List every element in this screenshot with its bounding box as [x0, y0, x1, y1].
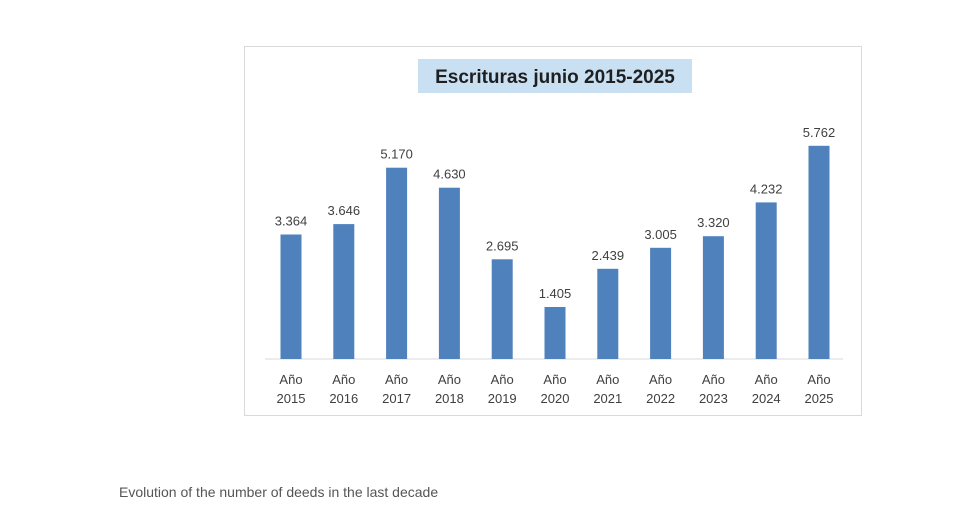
- x-tick-label-2023-line1: Año: [702, 372, 725, 387]
- data-label-2024: 4.232: [750, 181, 783, 196]
- data-label-2015: 3.364: [275, 214, 308, 229]
- chart-frame: Escrituras junio 2015-2025 3.364 3.646 5.1…: [244, 46, 862, 416]
- data-label-2016: 3.646: [328, 203, 361, 218]
- bar-2022: [650, 247, 672, 359]
- x-tick-label-2019-line1: Año: [491, 372, 514, 387]
- bar-2025: [808, 145, 830, 359]
- x-tick-label-2024-line1: Año: [755, 372, 778, 387]
- bar-2023: [702, 236, 724, 359]
- data-label-2017: 5.170: [380, 147, 413, 162]
- x-tick-label-2020-line2: 2020: [541, 391, 570, 406]
- bar-2024: [755, 202, 777, 359]
- x-tick-label-2016-line2: 2016: [329, 391, 358, 406]
- chart-title-background: [418, 59, 692, 93]
- bar-2021: [597, 268, 619, 359]
- bar-2017: [386, 167, 408, 359]
- x-tick-label-2016-line1: Año: [332, 372, 355, 387]
- data-label-2023: 3.320: [697, 215, 730, 230]
- x-tick-label-2018-line2: 2018: [435, 391, 464, 406]
- x-tick-label-2021-line1: Año: [596, 372, 619, 387]
- x-tick-label-2015-line2: 2015: [277, 391, 306, 406]
- bar-2019: [491, 259, 513, 359]
- x-tick-label-2019-line2: 2019: [488, 391, 517, 406]
- data-label-2018: 4.630: [433, 167, 466, 182]
- x-tick-label-2017-line2: 2017: [382, 391, 411, 406]
- bars-group: [280, 145, 830, 359]
- x-tick-label-2017-line1: Año: [385, 372, 408, 387]
- x-tick-label-2023-line2: 2023: [699, 391, 728, 406]
- data-label-2022: 3.005: [644, 227, 677, 242]
- data-label-2020: 1.405: [539, 286, 572, 301]
- data-label-2025: 5.762: [803, 125, 836, 140]
- data-label-2019: 2.695: [486, 238, 519, 253]
- bar-2016: [333, 224, 355, 359]
- x-tick-label-2022-line2: 2022: [646, 391, 675, 406]
- x-tick-label-2015-line1: Año: [279, 372, 302, 387]
- x-tick-label-2018-line1: Año: [438, 372, 461, 387]
- x-tick-label-2020-line1: Año: [543, 372, 566, 387]
- bar-2020: [544, 307, 566, 359]
- chart-title: Escrituras junio 2015-2025: [435, 67, 675, 88]
- bar-2015: [280, 234, 302, 359]
- figure-caption: Evolution of the number of deeds in the …: [119, 484, 439, 500]
- x-tick-label-2024-line2: 2024: [752, 391, 781, 406]
- x-tick-label-2025-line1: Año: [807, 372, 830, 387]
- x-tick-labels-group: Año 2015 Año 2016 Año 2017 Año 2018 Año 2019 Año 20…: [277, 372, 834, 406]
- x-tick-label-2022-line1: Año: [649, 372, 672, 387]
- data-label-2021: 2.439: [592, 248, 625, 263]
- bar-chart: Escrituras junio 2015-2025 3.364 3.646 5.1…: [265, 59, 843, 406]
- bar-2018: [438, 187, 460, 359]
- x-tick-label-2021-line2: 2021: [593, 391, 622, 406]
- x-tick-label-2025-line2: 2025: [805, 391, 834, 406]
- data-labels-group: 3.364 3.646 5.170 4.630 2.695 1.405 2.439 3.005…: [275, 125, 836, 301]
